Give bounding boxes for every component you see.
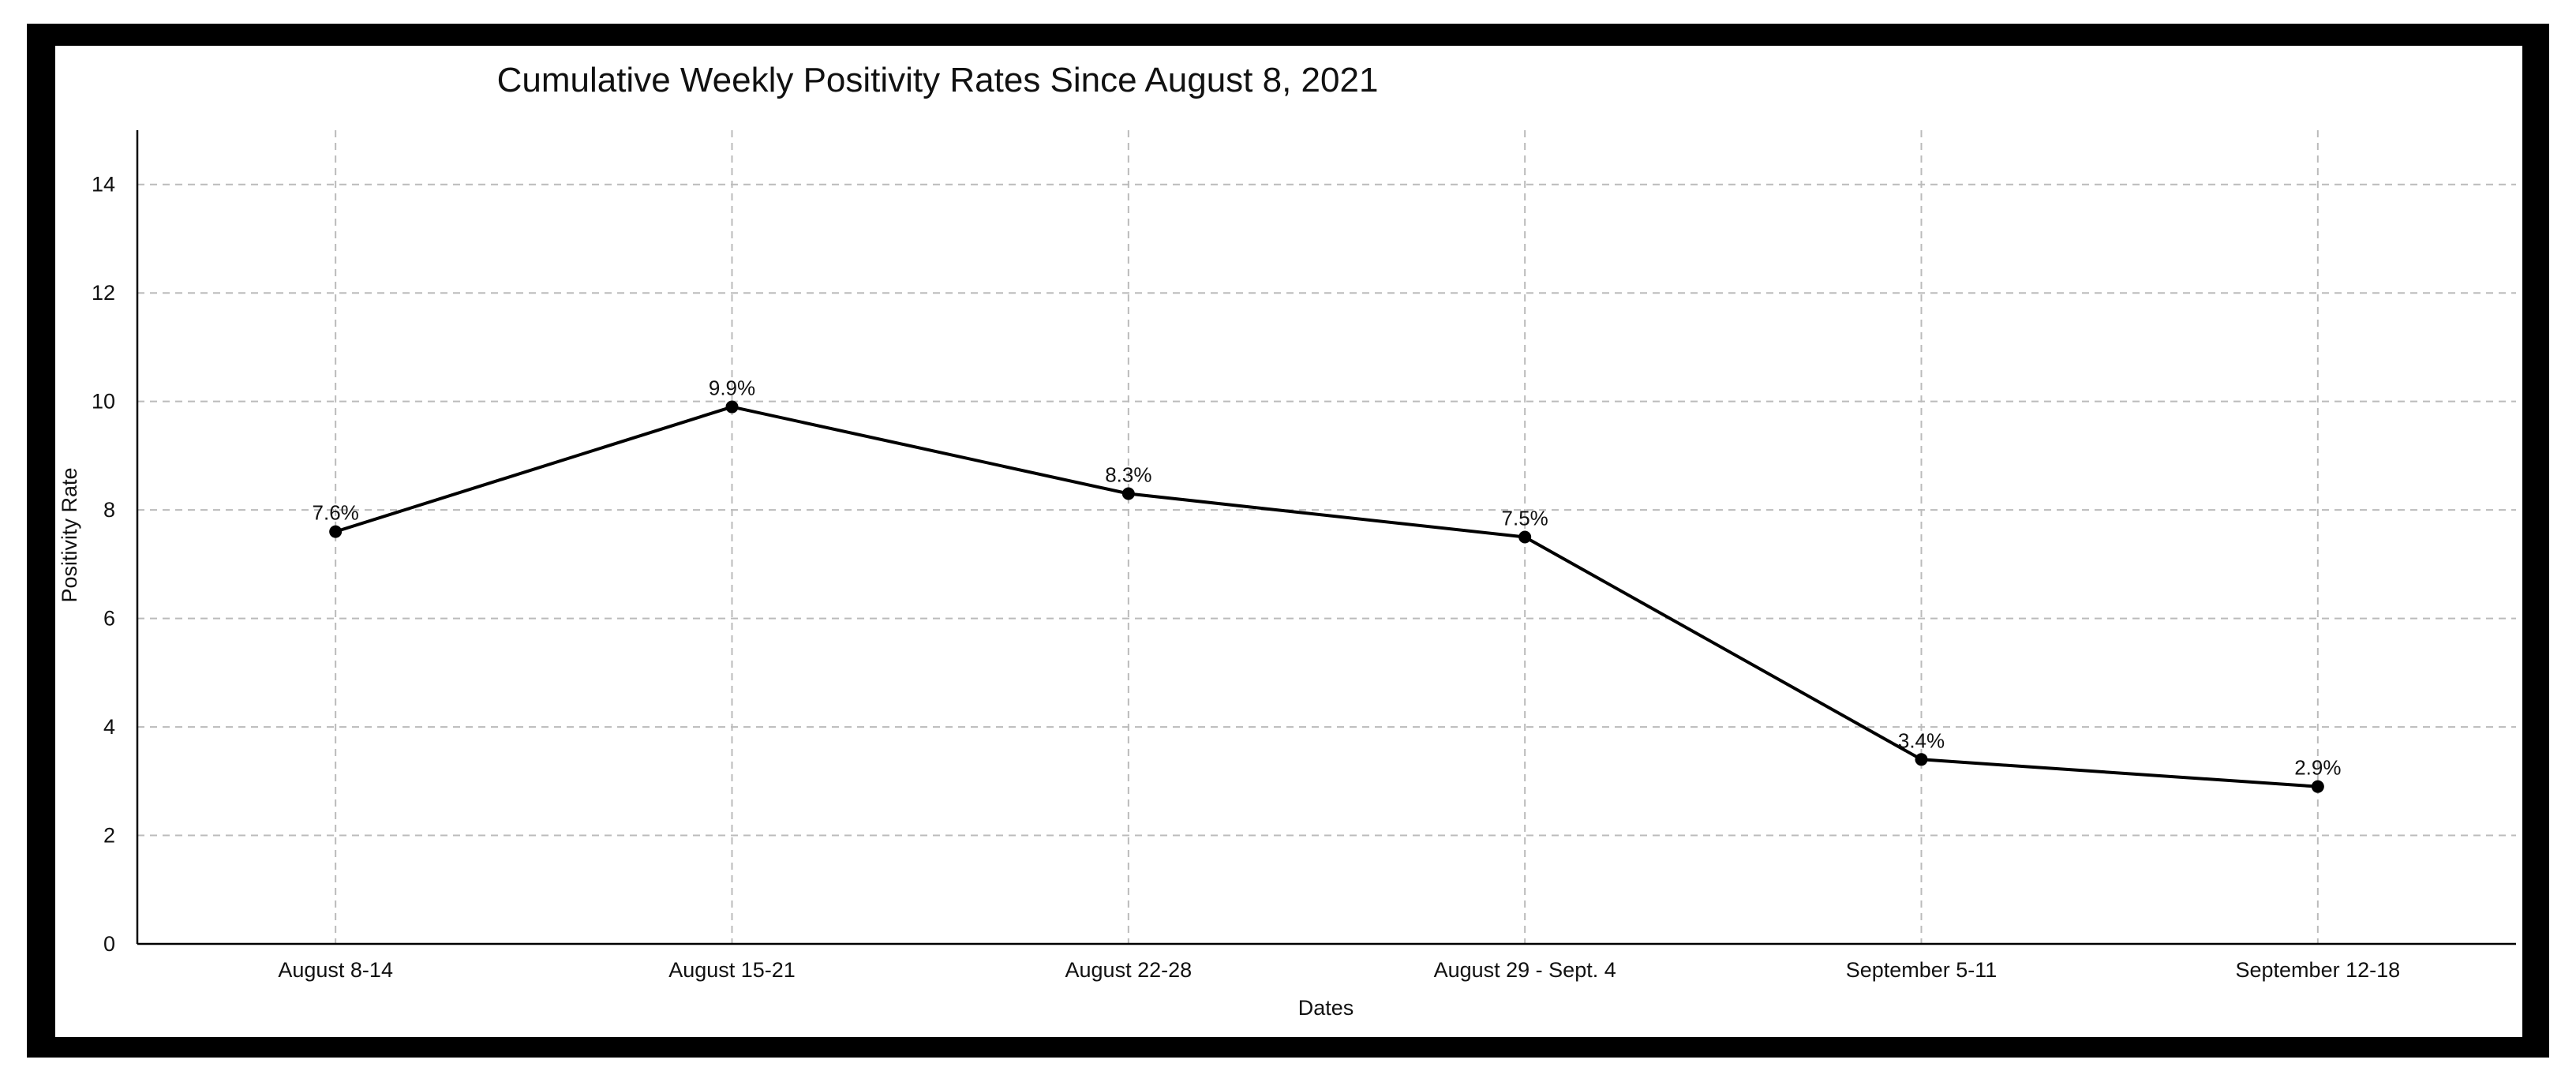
data-label: 9.9%: [709, 376, 755, 400]
y-tick-label: 4: [103, 715, 115, 739]
y-tick-label: 14: [92, 173, 115, 197]
y-tick-label: 12: [92, 281, 115, 305]
data-label: 8.3%: [1105, 463, 1151, 487]
y-tick-label: 6: [103, 607, 115, 631]
axes: [136, 130, 2516, 945]
series-line: [335, 405, 2318, 788]
x-tick-label: August 15-21: [668, 958, 796, 982]
data-point: [1915, 753, 1928, 766]
data-point: [2311, 780, 2324, 793]
data-label: 2.9%: [2294, 756, 2341, 780]
data-label: 3.4%: [1898, 728, 1945, 752]
y-tick-label: 0: [103, 932, 115, 956]
chart-panel: [55, 46, 2522, 1037]
y-axis-title: Positivity Rate: [58, 467, 81, 602]
y-tick-labels: 0 2 4 6 8 10 12 14: [92, 173, 115, 956]
x-tick-label: August 29 - Sept. 4: [1434, 958, 1616, 982]
x-tick-labels: August 8-14 August 15-21 August 22-28 Augus…: [278, 958, 2400, 982]
data-label: 7.6%: [313, 501, 359, 525]
x-tick-label: September 5-11: [1846, 958, 1998, 982]
y-tick-label: 2: [103, 824, 115, 848]
data-label: 7.5%: [1502, 507, 1548, 530]
data-point: [329, 525, 343, 538]
y-tick-label: 10: [92, 390, 115, 414]
x-axis-title: Dates: [1298, 996, 1354, 1020]
data-point: [1121, 487, 1135, 500]
data-point: [1518, 530, 1532, 544]
data-point: [725, 400, 739, 414]
data-labels: 7.6% 9.9% 8.3% 7.5% 3.4% 2.9%: [313, 376, 2342, 780]
series: [329, 400, 2324, 793]
y-tick-label: 8: [103, 498, 115, 522]
x-tick-label: August 22-28: [1065, 958, 1193, 982]
chart-title: Cumulative Weekly Positivity Rates Since…: [497, 61, 1379, 99]
x-tick-label: August 8-14: [278, 958, 393, 982]
grid: [137, 130, 2516, 944]
x-tick-label: September 12-18: [2236, 958, 2401, 982]
